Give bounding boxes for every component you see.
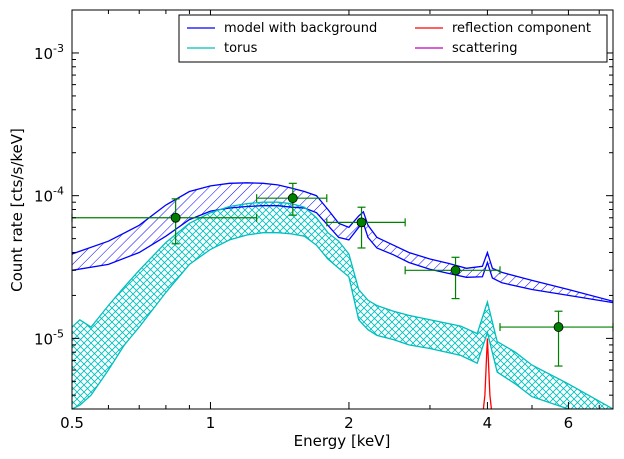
data-point-4: [553, 322, 564, 332]
band-1: [72, 202, 613, 409]
y-tick-label-2: 10-3: [34, 42, 64, 63]
legend-label-scattering: scattering: [452, 41, 518, 56]
plot-area: [72, 10, 613, 409]
data-point-1: [287, 193, 298, 204]
series-line-2: [482, 338, 493, 409]
band-0: [72, 182, 613, 303]
y-axis-label: Count rate [cts/s/keV]: [8, 128, 26, 292]
legend-label-model: model with background: [224, 21, 377, 36]
uncertainty-bands: [72, 182, 613, 409]
x-axis-label: Energy [keV]: [294, 432, 391, 450]
legend: model with background reflection compone…: [178, 14, 608, 63]
x-tick-label-4: 6: [564, 414, 574, 432]
data-point-0: [170, 212, 181, 223]
band-upper-line-1: [72, 201, 613, 409]
band-lower-line-0: [72, 205, 613, 304]
data-point-3: [450, 265, 461, 276]
legend-label-reflection: reflection component: [452, 21, 591, 36]
y-tick-label-0: 10-5: [34, 327, 64, 348]
data-points: [71, 182, 614, 367]
model-lines: [72, 182, 613, 409]
x-tick-label-3: 4: [483, 414, 493, 432]
plot-frame: [71, 9, 614, 410]
band-lower-line-1: [72, 232, 613, 409]
legend-label-torus: torus: [224, 41, 258, 56]
x-tick-label-2: 2: [344, 414, 354, 432]
y-tick-label-1: 10-4: [34, 185, 64, 206]
data-point-2: [356, 217, 367, 228]
band-upper-line-0: [72, 182, 613, 302]
x-tick-label-0: 0.5: [60, 414, 84, 432]
x-tick-label-1: 1: [206, 414, 216, 432]
axis-ticks: 0.5 1 2 4 6 10-5 10-4 10-3: [34, 10, 613, 432]
legend-frame: [178, 14, 608, 63]
